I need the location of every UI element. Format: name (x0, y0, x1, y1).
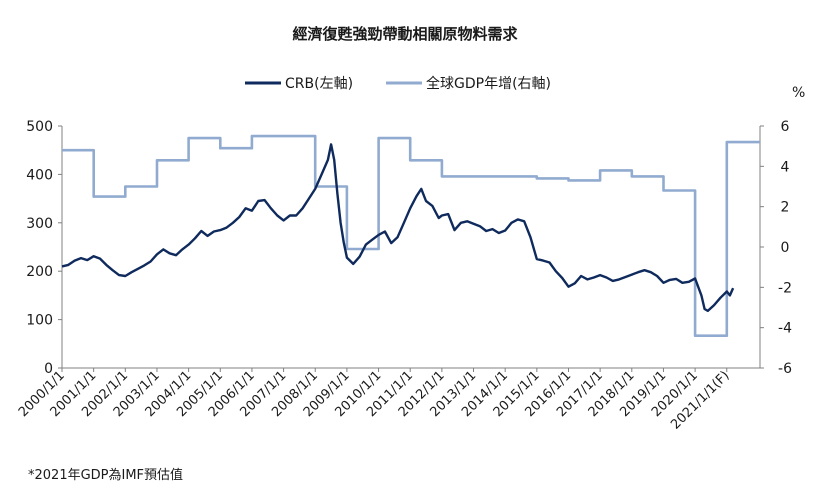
right-axis-ticks: -6 -4 -2 0 2 4 6 (760, 119, 792, 377)
right-tick-label: -6 (778, 361, 792, 377)
left-tick-label: 0 (44, 361, 53, 377)
series-lines (61, 134, 760, 337)
footnote: *2021年GDP為IMF預估值 (28, 467, 183, 483)
left-tick-label: 300 (26, 216, 53, 232)
right-tick-label: 6 (781, 119, 790, 135)
left-tick-label: 400 (26, 167, 53, 183)
series-line-crb (61, 143, 735, 313)
left-tick-label: 200 (26, 264, 53, 280)
right-tick-label: 4 (781, 159, 790, 175)
right-tick-label: 2 (781, 200, 790, 216)
series-line-gdp (62, 134, 760, 337)
chart-title: 經濟復甦強勁帶動相關原物料需求 (292, 25, 518, 43)
left-axis-ticks: 0 100 200 300 400 500 (26, 119, 62, 377)
legend-label-crb: CRB(左軸) (285, 76, 353, 92)
left-tick-label: 100 (26, 313, 53, 329)
legend: CRB(左軸) 全球GDP年增(右軸) (245, 75, 551, 92)
right-tick-label: -2 (778, 280, 792, 296)
right-axis-unit: % (792, 85, 805, 101)
x-axis-ticks: 2000/1/12001/1/12002/1/12003/1/12004/1/1… (16, 368, 733, 433)
right-tick-label: 0 (781, 240, 790, 256)
right-tick-label: -4 (778, 321, 792, 337)
legend-label-gdp: 全球GDP年增(右軸) (426, 75, 551, 92)
axes (61, 126, 761, 369)
left-tick-label: 500 (26, 119, 53, 135)
